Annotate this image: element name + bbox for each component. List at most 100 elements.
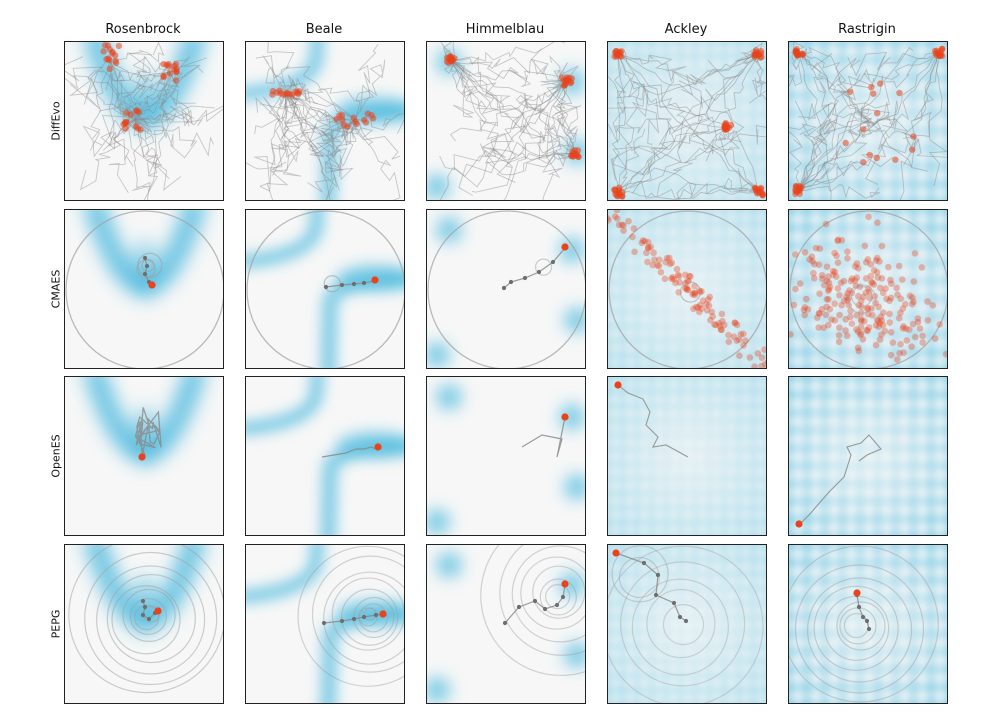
- population-point: [364, 110, 371, 117]
- population-point: [878, 275, 886, 282]
- population-point: [878, 242, 886, 250]
- trajectory-path: [503, 247, 566, 289]
- population-point: [851, 277, 859, 284]
- population-point: [875, 303, 882, 311]
- population-point: [878, 331, 885, 338]
- population-point: [902, 325, 910, 332]
- population-point: [853, 326, 860, 333]
- population-point: [649, 261, 657, 269]
- population-point: [856, 331, 864, 339]
- population-point: [877, 313, 885, 321]
- population-point: [715, 320, 723, 327]
- trajectory-path: [108, 59, 129, 194]
- population-point: [916, 325, 924, 332]
- population-point: [881, 327, 889, 335]
- final-point: [614, 381, 622, 389]
- population-point: [723, 126, 730, 133]
- trajectory-step: [866, 626, 872, 632]
- population-point: [816, 245, 824, 252]
- trajectory-path: [540, 80, 576, 155]
- trajectory-path: [109, 59, 154, 177]
- population-point: [911, 333, 919, 341]
- trajectory-step: [321, 620, 327, 626]
- trajectory-step: [532, 598, 538, 604]
- population-point: [892, 156, 899, 163]
- trajectory-path: [324, 119, 357, 173]
- population-point: [831, 317, 839, 324]
- population-point: [873, 154, 880, 162]
- population-point: [895, 314, 903, 322]
- trajectory-path: [271, 93, 291, 176]
- trajectory-path: [134, 66, 204, 121]
- trajectory-path: [798, 51, 857, 131]
- panel-openes-rosenbrock: [64, 376, 224, 536]
- trajectory-path: [617, 69, 743, 193]
- population-point: [752, 49, 759, 56]
- population-point: [716, 322, 724, 330]
- population-point: [165, 61, 172, 68]
- trajectory-path: [800, 46, 870, 123]
- trajectory-path: [450, 59, 511, 104]
- trajectory-path: [355, 119, 401, 200]
- trajectory-path: [65, 66, 171, 90]
- trajectory-path: [524, 104, 576, 155]
- trajectory-path: [868, 121, 947, 158]
- trajectory-path: [450, 59, 578, 137]
- landscape-layer: [608, 545, 766, 703]
- population-point: [863, 326, 871, 334]
- trajectory-path: [654, 104, 759, 193]
- population-point: [844, 248, 851, 255]
- population-point: [754, 350, 762, 357]
- population-point: [675, 273, 683, 280]
- landscape-layer: [246, 545, 404, 703]
- population-point: [887, 329, 895, 336]
- population-point: [936, 321, 943, 328]
- population-point: [690, 305, 697, 313]
- trajectory-path: [316, 119, 357, 153]
- population-point: [864, 304, 872, 312]
- trajectory-path: [134, 57, 207, 121]
- trajectory-path: [471, 81, 568, 193]
- population-point: [854, 264, 862, 272]
- population-point: [938, 47, 945, 54]
- search-boundary: [608, 210, 766, 368]
- trajectory-step: [516, 604, 522, 610]
- population-point: [740, 330, 747, 338]
- population-point: [834, 259, 842, 266]
- population-point: [898, 276, 906, 283]
- sigma-ring: [84, 551, 218, 686]
- population-point: [879, 309, 887, 316]
- population-point: [689, 291, 696, 298]
- population-point: [877, 284, 884, 292]
- population-point: [106, 65, 114, 73]
- trajectory-path: [798, 119, 828, 191]
- trajectory-path: [798, 102, 837, 191]
- trajectory-path: [254, 93, 287, 187]
- population-point: [873, 109, 881, 117]
- population-point: [846, 88, 854, 96]
- population-point: [101, 42, 109, 49]
- trajectory-path: [82, 59, 111, 152]
- panel-openes-rastrigin: [788, 376, 948, 536]
- population-point: [836, 291, 843, 299]
- population-point: [842, 316, 849, 323]
- trajectory-path: [617, 53, 706, 86]
- trajectory-path: [105, 71, 171, 91]
- population-point: [333, 115, 340, 123]
- population-point: [837, 279, 845, 287]
- trajectory-path: [450, 59, 513, 168]
- population-point: [924, 298, 931, 305]
- sigma-ring: [847, 284, 877, 314]
- population-point: [690, 289, 698, 297]
- population-point: [160, 73, 168, 81]
- trajectory-path: [109, 59, 159, 192]
- population-point: [859, 336, 867, 343]
- trajectory-step: [146, 616, 152, 622]
- population-point: [887, 351, 895, 359]
- population-point: [825, 296, 832, 303]
- population-point: [919, 332, 926, 340]
- population-point: [874, 274, 882, 281]
- sigma-ring: [534, 258, 553, 276]
- trajectory-path: [355, 59, 386, 121]
- population-point: [886, 297, 893, 305]
